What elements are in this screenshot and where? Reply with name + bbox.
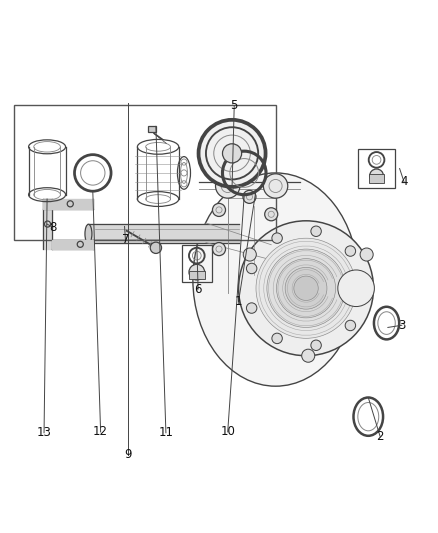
Circle shape <box>267 249 345 327</box>
Circle shape <box>285 268 327 309</box>
Circle shape <box>215 174 240 198</box>
Circle shape <box>272 233 283 244</box>
Circle shape <box>345 246 356 256</box>
Polygon shape <box>43 199 52 249</box>
Text: 10: 10 <box>220 425 235 438</box>
Bar <box>14 106 276 240</box>
Text: 7: 7 <box>122 233 129 246</box>
Circle shape <box>302 349 315 362</box>
Circle shape <box>212 243 226 256</box>
Circle shape <box>256 238 356 338</box>
Circle shape <box>360 248 373 261</box>
Circle shape <box>370 169 384 183</box>
Text: 11: 11 <box>159 426 173 439</box>
Circle shape <box>243 190 256 204</box>
Circle shape <box>345 320 356 330</box>
Circle shape <box>223 144 242 163</box>
Text: 8: 8 <box>49 221 57 234</box>
Circle shape <box>243 248 256 261</box>
Bar <box>182 245 212 282</box>
Bar <box>358 149 395 188</box>
Bar <box>148 126 156 132</box>
Circle shape <box>276 259 336 318</box>
Circle shape <box>150 242 162 254</box>
Text: 3: 3 <box>398 319 406 332</box>
Text: 12: 12 <box>93 425 108 438</box>
Text: 1: 1 <box>235 295 242 308</box>
Circle shape <box>359 283 369 294</box>
Text: 6: 6 <box>194 282 202 296</box>
Bar <box>369 174 384 183</box>
Circle shape <box>263 174 288 198</box>
Circle shape <box>212 204 226 216</box>
Text: 13: 13 <box>37 426 52 439</box>
Circle shape <box>338 270 374 306</box>
Text: 5: 5 <box>230 99 238 112</box>
Text: 4: 4 <box>400 175 408 188</box>
Circle shape <box>247 303 257 313</box>
Circle shape <box>311 340 321 351</box>
Circle shape <box>198 120 265 187</box>
Circle shape <box>265 208 278 221</box>
Polygon shape <box>43 199 93 208</box>
Polygon shape <box>52 239 93 249</box>
Ellipse shape <box>85 224 92 244</box>
Circle shape <box>189 264 205 280</box>
Circle shape <box>294 276 318 301</box>
Text: 2: 2 <box>376 430 384 443</box>
Circle shape <box>239 221 374 356</box>
Circle shape <box>311 226 321 237</box>
Ellipse shape <box>193 173 358 386</box>
Circle shape <box>247 263 257 273</box>
Circle shape <box>272 333 283 344</box>
Bar <box>189 271 205 279</box>
Text: 9: 9 <box>124 448 131 461</box>
